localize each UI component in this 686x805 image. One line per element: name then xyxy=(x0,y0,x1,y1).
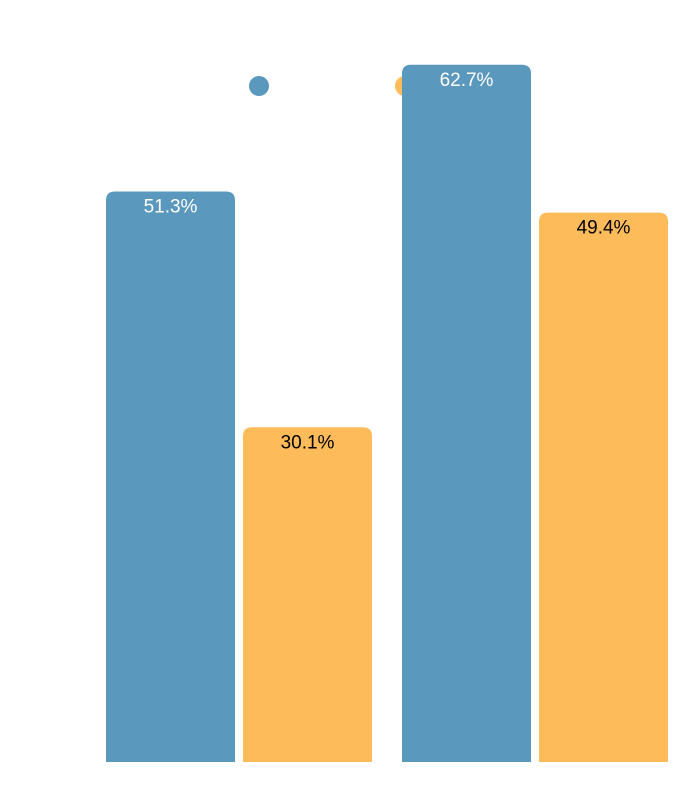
legend xyxy=(249,76,415,96)
bar-value-label: 62.7% xyxy=(440,70,494,91)
bar-series-1-category-2 xyxy=(402,64,531,762)
data-labels: 51.3% 62.7% 30.1% 49.4% xyxy=(144,70,631,454)
bar-series-2-category-2 xyxy=(539,212,668,762)
bar-value-label: 49.4% xyxy=(577,218,631,239)
bar-value-label: 51.3% xyxy=(144,197,198,218)
bar-value-label: 30.1% xyxy=(281,432,335,453)
bar-series-1-category-1 xyxy=(106,191,235,762)
bars xyxy=(106,64,668,762)
legend-marker-series-1 xyxy=(249,76,269,96)
bar-series-2-category-1 xyxy=(243,427,372,762)
